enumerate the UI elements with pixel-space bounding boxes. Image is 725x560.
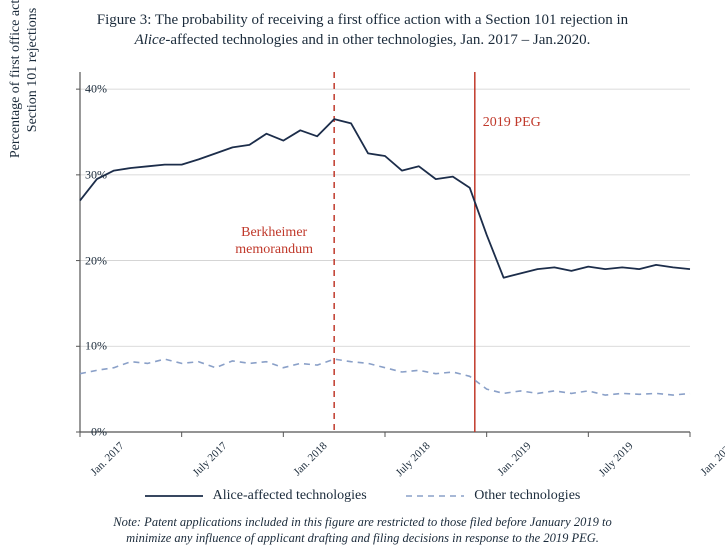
ylabel-line1: Percentage of first office action — [8, 0, 23, 158]
figure-title: Figure 3: The probability of receiving a… — [0, 0, 725, 53]
xtick-label: Jan. 2017 — [88, 440, 126, 478]
xtick-label: July 2018 — [394, 440, 433, 479]
xtick-label: Jan. 2020 — [698, 440, 725, 478]
title-italic: Alice — [135, 32, 166, 48]
ytick-label: 0% — [67, 425, 107, 440]
xtick-label: Jan. 2019 — [495, 440, 533, 478]
xtick-label: July 2019 — [597, 440, 636, 479]
title-line1: Figure 3: The probability of receiving a… — [97, 12, 628, 28]
figure-note: Note: Patent applications included in th… — [0, 514, 725, 547]
legend-swatch-solid — [145, 489, 203, 503]
xtick-label: Jan. 2018 — [292, 440, 330, 478]
legend-other-label: Other technologies — [474, 488, 580, 504]
legend: Alice-affected technologies Other techno… — [0, 488, 725, 508]
note-line2: minimize any influence of applicant draf… — [126, 531, 599, 545]
chart-svg — [80, 72, 690, 432]
legend-alice-rest: -affected technologies — [243, 488, 367, 503]
note-line1: Note: Patent applications included in th… — [113, 515, 611, 529]
legend-item-alice: Alice-affected technologies — [145, 488, 367, 504]
y-axis-label: Percentage of first office action Sectio… — [8, 0, 42, 250]
ytick-label: 40% — [67, 82, 107, 97]
annotation-peg2019: 2019 PEG — [483, 115, 541, 132]
legend-item-other: Other technologies — [406, 488, 580, 504]
figure-container: Figure 3: The probability of receiving a… — [0, 0, 725, 560]
legend-alice-italic: Alice — [213, 488, 243, 503]
ylabel-line2: Section 101 rejections — [25, 8, 40, 132]
plot-area — [80, 72, 690, 432]
legend-swatch-dashed — [406, 489, 464, 503]
annotation-berkheimer: Berkheimermemorandum — [224, 225, 324, 259]
ytick-label: 10% — [67, 339, 107, 354]
xtick-label: July 2017 — [190, 440, 229, 479]
title-rest: -affected technologies and in other tech… — [165, 32, 590, 48]
ytick-label: 30% — [67, 167, 107, 182]
ytick-label: 20% — [67, 253, 107, 268]
